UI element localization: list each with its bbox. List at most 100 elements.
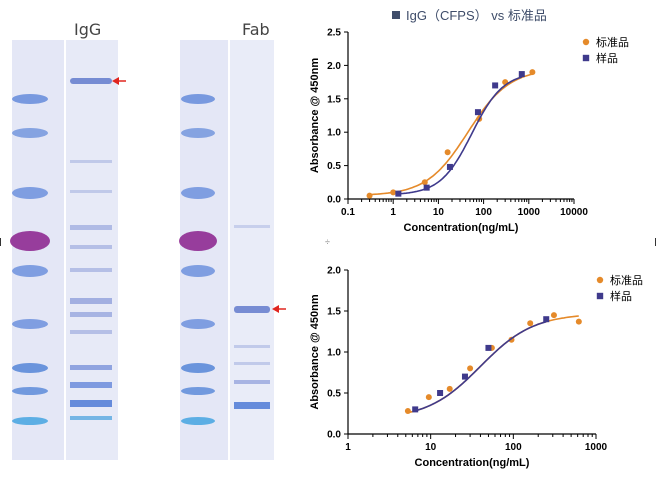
marker-band [181,363,215,373]
marker-band [181,417,215,425]
y-tick-label: 1.0 [327,348,341,359]
y-axis-label: Absorbance @ 450nm [309,294,321,409]
y-tick-label: 0.0 [327,195,341,206]
sample-band [234,380,270,384]
legend-marker-standard [596,276,604,284]
marker-band [12,128,48,138]
data-point-standard [575,318,582,325]
marker-band [12,187,48,199]
gel-fab-svg [179,40,286,460]
data-point-sample [423,184,430,191]
y-tick-label: 0.0 [327,430,341,441]
sample-band [70,160,112,163]
sample-band [70,78,112,84]
data-point-sample [518,71,525,78]
data-point-sample [543,316,550,323]
data-point-standard [527,320,534,327]
legend-marker-sample [596,292,604,300]
fit-curve-standard [407,315,579,414]
marker-band [10,231,50,251]
x-axis-label: Concentration(ng/mL) [415,457,530,469]
data-point-standard [390,189,397,196]
marker-band [181,265,215,277]
x-tick-label: 0.1 [341,207,355,218]
x-tick-label: 1000 [585,442,608,453]
red-arrow-icon [272,305,279,313]
legend-label: 标准品 [596,35,629,49]
red-arrow-icon [112,77,119,85]
sample-band [70,330,112,334]
igg-lane-bg [66,40,118,460]
marker-band [181,94,215,104]
data-point-sample [395,190,402,197]
border-mark [0,238,1,246]
data-point-standard [467,365,474,372]
fit-curve-sample [414,320,547,412]
sample-band [234,306,270,313]
data-point-standard [404,408,411,415]
marker-band [179,231,217,251]
sample-band [234,345,270,348]
x-tick-label: 10000 [560,207,588,218]
sample-band [70,382,112,388]
data-point-sample [461,373,468,380]
data-point-standard [421,179,428,186]
data-point-sample [492,82,499,89]
sample-band [70,400,112,407]
data-point-sample [485,344,492,351]
y-tick-label: 1.5 [327,94,341,105]
chart-svg-top: IgG（CFPS） vs 标准品 0.0 0.5 1.0 1.5 2.0 2.5 0.1 1 10… [309,8,629,234]
data-point-sample [412,406,419,413]
chart-title-group: IgG（CFPS） vs 标准品 [392,8,547,23]
data-point-sample [437,390,444,396]
sample-band [70,245,112,249]
x-tick-label: 1 [345,442,351,453]
data-point-standard [529,69,536,76]
sample-band [70,312,112,317]
y-tick-label: 0.5 [327,389,341,400]
y-tick-label: 0.5 [327,161,341,172]
marker-band [12,319,48,329]
y-tick-label: 2.5 [327,28,341,39]
separator-mark: ÷ [325,237,330,247]
x-tick-label: 10 [433,207,445,218]
lane-label-fab: Fab [242,20,270,39]
data-point-standard [550,312,557,319]
data-point-sample [474,109,481,116]
chart-title: IgG（CFPS） vs 标准品 [406,8,547,23]
title-square-icon [392,11,400,19]
marker-band [181,187,215,199]
sample-band [70,298,112,304]
x-tick-label: 10 [425,442,437,453]
sample-band [70,416,112,420]
data-point-standard [444,149,451,156]
data-point-sample [446,163,453,170]
gel-image-fab: Fab [176,0,300,486]
fit-curve-sample [398,76,523,195]
gel-igg-svg [10,40,126,460]
fit-curve-standard [369,73,533,196]
sample-band [70,365,112,370]
sample-band [234,225,270,228]
x-axis-label: Concentration(ng/mL) [404,222,519,234]
elisa-chart-bottom: 0.0 0.5 1.0 1.5 2.0 1 10 100 1000 Concentration(n… [304,258,656,486]
x-tick-label: 100 [505,442,522,453]
sample-band [70,268,112,272]
fab-lane-bg [230,40,274,460]
data-point-standard [366,192,373,199]
marker-band [12,417,48,425]
y-tick-label: 1.5 [327,307,341,318]
y-tick-label: 2.0 [327,61,341,72]
chart-svg-bottom: 0.0 0.5 1.0 1.5 2.0 1 10 100 1000 Concentration(n… [309,266,643,470]
sample-band [70,190,112,193]
data-point-standard [446,385,453,392]
legend-label: 样品 [610,289,632,303]
gel-image-igg: IgG [6,0,154,486]
legend-marker-sample [582,54,590,62]
marker-band [12,94,48,104]
y-tick-label: 2.0 [327,266,341,277]
legend-label: 标准品 [610,273,643,287]
sample-band [234,362,270,365]
marker-band [181,319,215,329]
data-point-standard [425,394,432,401]
